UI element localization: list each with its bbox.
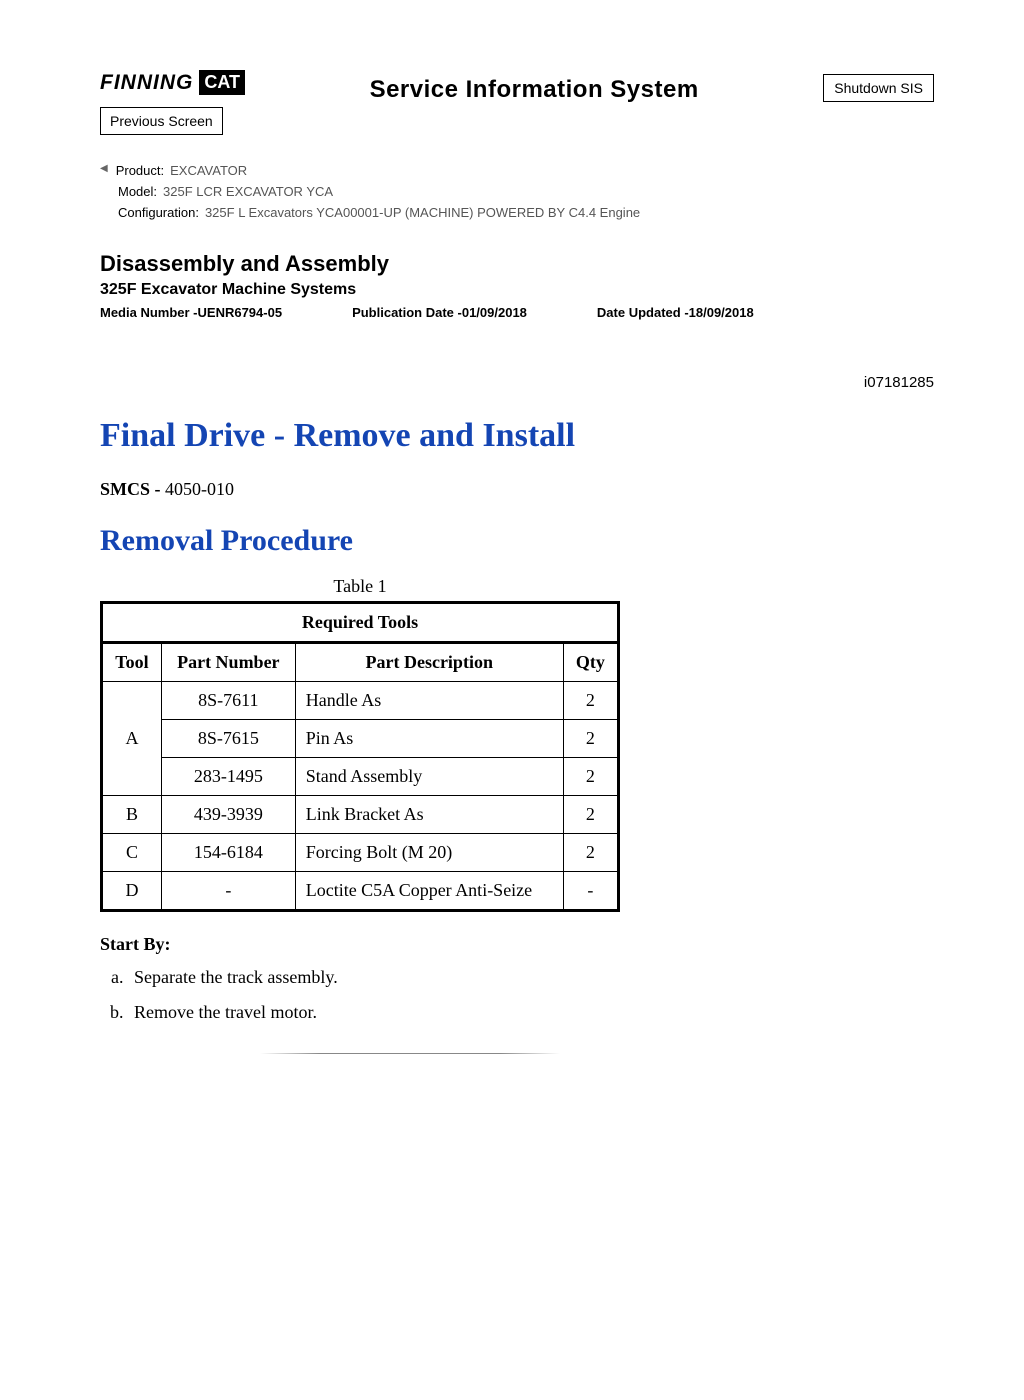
table-row: 8S-7615Pin As2 [102, 720, 619, 758]
meta-product-label: Product: [116, 161, 164, 182]
media-row: Media Number -UENR6794-05 Publication Da… [100, 305, 934, 320]
cell-qty: 2 [563, 796, 618, 834]
smcs-label: SMCS - [100, 479, 161, 499]
table-row: C154-6184Forcing Bolt (M 20)2 [102, 834, 619, 872]
meta-config-value: 325F L Excavators YCA00001-UP (MACHINE) … [205, 203, 640, 224]
meta-model-label: Model: [118, 182, 157, 203]
required-tools-table: Required Tools Tool Part Number Part Des… [100, 601, 620, 912]
date-updated: Date Updated -18/09/2018 [597, 305, 754, 320]
cell-tool: A [102, 682, 162, 796]
start-by-list: Separate the track assembly. Remove the t… [128, 967, 934, 1023]
media-number: Media Number -UENR6794-05 [100, 305, 282, 320]
meta-config-label: Configuration: [118, 203, 199, 224]
list-item: Separate the track assembly. [128, 967, 934, 988]
shutdown-sis-button[interactable]: Shutdown SIS [823, 74, 934, 102]
finning-logo-text: FINNING [100, 71, 193, 95]
meta-product-value: EXCAVATOR [170, 161, 247, 182]
section-heading-2: 325F Excavator Machine Systems [100, 281, 934, 299]
smcs-value: 4050-010 [165, 479, 234, 499]
table-body: A8S-7611Handle As28S-7615Pin As2283-1495… [102, 682, 619, 911]
cell-qty: - [563, 872, 618, 911]
smcs-line: SMCS - 4050-010 [100, 479, 934, 500]
cell-partnum: 8S-7615 [161, 720, 295, 758]
removal-title: Removal Procedure [100, 524, 934, 558]
cell-tool: B [102, 796, 162, 834]
cell-qty: 2 [563, 758, 618, 796]
meta-config-row: Configuration: 325F L Excavators YCA0000… [100, 203, 934, 224]
cell-qty: 2 [563, 682, 618, 720]
cell-tool: D [102, 872, 162, 911]
page-root: FINNING CAT Previous Screen Service Info… [0, 0, 1024, 1094]
table-caption: Table 1 [100, 576, 620, 597]
cell-tool: C [102, 834, 162, 872]
cell-partnum: 439-3939 [161, 796, 295, 834]
table-header-row: Tool Part Number Part Description Qty [102, 643, 619, 682]
cell-qty: 2 [563, 720, 618, 758]
col-partnum: Part Number [161, 643, 295, 682]
table-row: D-Loctite C5A Copper Anti-Seize- [102, 872, 619, 911]
col-tool: Tool [102, 643, 162, 682]
document-id: i07181285 [100, 374, 934, 391]
cell-desc: Loctite C5A Copper Anti-Seize [295, 872, 563, 911]
logo-row: FINNING CAT [100, 70, 245, 95]
table-row: 283-1495Stand Assembly2 [102, 758, 619, 796]
meta-model-row: Model: 325F LCR EXCAVATOR YCA [100, 182, 934, 203]
main-title: Final Drive - Remove and Install [100, 417, 934, 455]
back-arrow-icon: ◀ [100, 161, 108, 182]
previous-screen-button[interactable]: Previous Screen [100, 107, 223, 135]
col-qty: Qty [563, 643, 618, 682]
cell-partnum: 154-6184 [161, 834, 295, 872]
publication-date: Publication Date -01/09/2018 [352, 305, 527, 320]
start-by-label: Start By: [100, 934, 934, 955]
header: FINNING CAT Previous Screen Service Info… [100, 70, 934, 135]
table-title-row: Required Tools [102, 603, 619, 643]
cat-logo-box: CAT [199, 70, 245, 95]
meta-model-value: 325F LCR EXCAVATOR YCA [163, 182, 333, 203]
section-head: Disassembly and Assembly 325F Excavator … [100, 251, 934, 320]
cell-qty: 2 [563, 834, 618, 872]
table-row: A8S-7611Handle As2 [102, 682, 619, 720]
cell-desc: Pin As [295, 720, 563, 758]
meta-product-row: ◀ Product: EXCAVATOR [100, 161, 934, 182]
cell-desc: Forcing Bolt (M 20) [295, 834, 563, 872]
logo-block: FINNING CAT Previous Screen [100, 70, 245, 135]
cell-desc: Link Bracket As [295, 796, 563, 834]
col-desc: Part Description [295, 643, 563, 682]
divider [260, 1053, 560, 1054]
table-row: B439-3939Link Bracket As2 [102, 796, 619, 834]
list-item: Remove the travel motor. [128, 1002, 934, 1023]
cell-partnum: - [161, 872, 295, 911]
sis-title: Service Information System [370, 76, 699, 104]
cell-partnum: 8S-7611 [161, 682, 295, 720]
cell-partnum: 283-1495 [161, 758, 295, 796]
cell-desc: Stand Assembly [295, 758, 563, 796]
table-title-cell: Required Tools [102, 603, 619, 643]
cell-desc: Handle As [295, 682, 563, 720]
section-heading-1: Disassembly and Assembly [100, 251, 934, 277]
meta-block: ◀ Product: EXCAVATOR Model: 325F LCR EXC… [100, 161, 934, 223]
